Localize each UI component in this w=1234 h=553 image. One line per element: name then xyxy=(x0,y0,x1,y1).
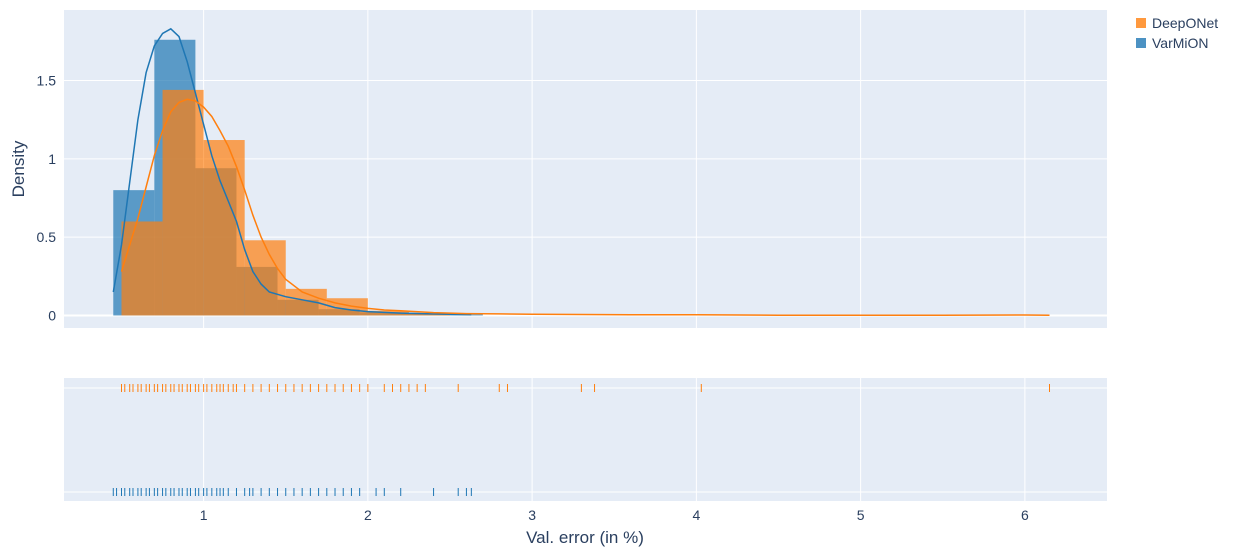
x-tick-label: 2 xyxy=(364,507,372,523)
x-tick-label: 6 xyxy=(1021,507,1029,523)
x-tick-label: 4 xyxy=(692,507,700,523)
y-tick-label: 0 xyxy=(48,307,56,323)
bar-deeponet xyxy=(121,221,163,316)
legend-swatch-varmion[interactable] xyxy=(1136,38,1146,48)
histogram-bars xyxy=(113,39,483,316)
y-tick-label: 1.5 xyxy=(37,72,57,88)
y-tick-label: 1 xyxy=(48,151,56,167)
rug-marks xyxy=(112,384,1051,496)
legend-label-deeponet[interactable]: DeepONet xyxy=(1152,15,1218,31)
kde-line-varmion xyxy=(112,27,472,316)
kde-curves xyxy=(112,27,1050,316)
x-tick-label: 5 xyxy=(857,507,865,523)
rug-plot-background xyxy=(64,378,1107,501)
legend-label-varmion[interactable]: VarMiON xyxy=(1152,35,1209,51)
tick-labels: 1 2 3 4 5 6 0 0.5 1 1.5 xyxy=(37,72,1029,523)
bar-deeponet xyxy=(408,313,450,316)
bar-deeponet xyxy=(244,240,286,316)
x-tick-label: 1 xyxy=(200,507,208,523)
legend[interactable]: DeepONet VarMiON xyxy=(1136,15,1218,51)
bar-deeponet xyxy=(162,89,204,316)
grid-layer xyxy=(64,10,1107,501)
x-tick-label: 3 xyxy=(528,507,536,523)
kde-line-deeponet xyxy=(120,98,1050,316)
x-axis-title: Val. error (in %) xyxy=(526,528,644,547)
y-tick-label: 0.5 xyxy=(37,229,57,245)
legend-swatch-deeponet[interactable] xyxy=(1136,18,1146,28)
y-axis-title: Density xyxy=(9,140,28,197)
